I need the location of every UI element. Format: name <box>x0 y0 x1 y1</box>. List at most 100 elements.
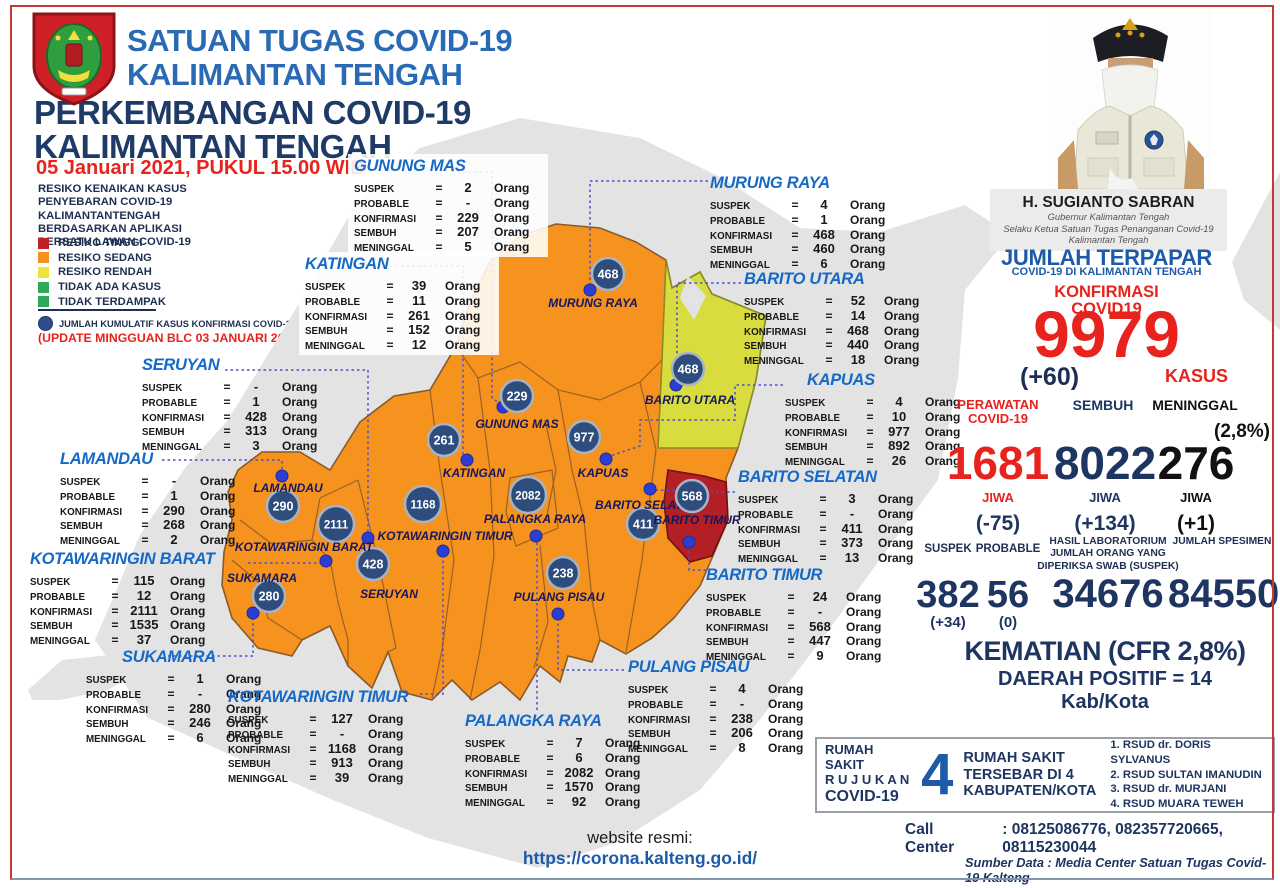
stat-unit: Orang <box>226 731 262 746</box>
hospital-desc-line2: TERSEBAR DI 4 <box>963 766 1074 783</box>
stat-unit: Orang <box>878 521 914 536</box>
governor-title-3: Kalimantan Tengah <box>1068 235 1149 246</box>
region-stat-row: PROBABLE = 14 Orang <box>744 308 932 323</box>
equals-sign: = <box>709 711 717 726</box>
region-stat-row: SUSPEK = 4 Orang <box>785 394 973 409</box>
equals-sign: = <box>223 409 231 424</box>
stat-value: 428 <box>245 408 267 424</box>
probable-delta: (0) <box>998 614 1018 631</box>
meninggal-label: MENINGGAL <box>1152 397 1238 413</box>
equals-sign: = <box>223 439 231 454</box>
stat-value: 127 <box>331 711 353 726</box>
region-stat-row: KONFIRMASI = 1168 Orang <box>228 741 416 756</box>
stat-unit: Orang <box>768 682 804 696</box>
hospital-description: RUMAH SAKIT TERSEBAR DI 4 KABUPATEN/KOTA <box>963 750 1096 800</box>
stat-unit: Orang <box>925 395 961 409</box>
region-stat-row: PROBABLE = - Orang <box>354 195 542 210</box>
equals-sign: = <box>825 294 833 308</box>
region-stat-row: MENINGGAL = 8 Orang <box>628 740 816 755</box>
stat-label: MENINGGAL <box>706 652 766 664</box>
page-title-line2: KALIMANTAN TENGAH <box>34 128 392 166</box>
map-region-label-barito_timur: BARITO TIMUR <box>653 513 740 527</box>
stat-unit: Orang <box>445 308 481 323</box>
equals-sign: = <box>309 726 317 741</box>
equals-sign: = <box>819 521 827 536</box>
equals-sign: = <box>309 741 317 756</box>
stat-value: 229 <box>457 209 479 225</box>
equals-sign: = <box>546 750 554 765</box>
legend-color-swatch <box>38 296 49 308</box>
map-region-label-kotawaringin_barat: KOTAWARINGIN BARAT <box>235 540 375 554</box>
legend-color-swatch <box>38 266 49 278</box>
stat-label: SUSPEK <box>744 297 785 308</box>
stat-value: 14 <box>850 307 866 323</box>
region-stats-seruyan: SERUYAN SUSPEK = - Orang PROBABLE = 1 Or… <box>142 356 330 453</box>
equals-sign: = <box>819 492 827 506</box>
map-region-label-seruyan: SERUYAN <box>360 587 418 601</box>
equals-sign: = <box>866 395 874 409</box>
equals-sign: = <box>141 474 149 488</box>
lab-label: HASIL LABORATORIUM JUMLAH ORANG YANG DIP… <box>1035 536 1181 573</box>
org-title: SATUAN TUGAS COVID-19 KALIMANTAN TENGAH <box>127 23 513 92</box>
stat-value: 13 <box>844 550 860 566</box>
referral-hospital-box: RUMAH SAKIT R U J U K A N COVID-19 4 RUM… <box>815 737 1275 813</box>
equals-sign: = <box>819 536 827 551</box>
stat-label: KONFIRMASI <box>628 714 691 726</box>
stat-unit: Orang <box>200 488 236 503</box>
governor-title-2: Selaku Ketua Satuan Tugas Penanganan Cov… <box>1003 223 1214 234</box>
case-bubble-value-pulang_pisau: 238 <box>553 567 574 581</box>
region-stats-lamandau: LAMANDAU SUSPEK = - Orang PROBABLE = 1 O… <box>60 450 248 547</box>
stat-value: 12 <box>411 337 427 353</box>
region-stat-row: SEMBUH = 1570 Orang <box>465 779 653 794</box>
stat-value: - <box>465 194 471 210</box>
location-dot-sukamara <box>246 606 260 620</box>
map-region-label-sukamara: SUKAMARA <box>227 571 297 585</box>
region-barito-utara <box>657 259 767 449</box>
region-stat-row: SUSPEK = 1 Orang <box>86 671 274 686</box>
map-region-label-pulang_pisau: PULANG PISAU <box>514 590 605 604</box>
region-stat-row: SEMBUH = 246 Orang <box>86 715 274 730</box>
connector-line-barito_selatan <box>648 489 736 493</box>
case-bubble-value-kotawaringin_timur: 1168 <box>411 500 437 512</box>
map-region-label-katingan: KATINGAN <box>443 466 506 480</box>
region-stat-row: SUSPEK = - Orang <box>60 473 248 488</box>
equals-sign: = <box>866 454 874 469</box>
case-bubble-value-lamandau: 290 <box>273 500 294 514</box>
stat-value: 2082 <box>564 764 594 780</box>
case-bubble-value-barito_utara: 468 <box>678 363 699 377</box>
region-stat-row: KONFIRMASI = 290 Orang <box>60 503 248 518</box>
stat-label: PROBABLE <box>305 296 360 308</box>
stat-value: 1 <box>252 393 260 409</box>
location-dot-kapuas <box>599 452 613 466</box>
legend-desc-line: BERSATU LAWAN COVID-19 <box>38 236 191 249</box>
konfirmasi-delta: (+60) <box>1020 363 1080 391</box>
case-bubble-value-katingan: 261 <box>434 434 455 448</box>
stat-unit: Orang <box>170 633 206 648</box>
stat-value: 6 <box>820 256 828 272</box>
stat-unit: Orang <box>768 726 804 741</box>
equals-sign: = <box>167 716 175 731</box>
equals-sign: = <box>866 439 874 454</box>
governor-caption: H. SUGIANTO SABRAN Gubernur Kalimantan T… <box>990 189 1227 251</box>
map-region-label-kapuas: KAPUAS <box>578 466 629 480</box>
stat-unit: Orang <box>226 686 262 701</box>
region-stat-row: SEMBUH = 373 Orang <box>738 535 926 550</box>
region-stat-row: PROBABLE = 12 Orang <box>30 588 218 603</box>
hospital-list-item: 4. RSUD MUARA TEWEH <box>1110 798 1244 811</box>
stat-unit: Orang <box>226 701 262 716</box>
website-url-link[interactable]: https://corona.kalteng.go.id/ <box>522 848 758 868</box>
region-stat-row: MENINGGAL = 12 Orang <box>305 337 493 352</box>
stat-label: PROBABLE <box>710 215 765 227</box>
equals-sign: = <box>167 701 175 716</box>
equals-sign: = <box>141 488 149 503</box>
equals-sign: = <box>709 741 717 756</box>
stat-value: 373 <box>841 535 863 551</box>
stat-value: 447 <box>809 633 831 649</box>
equals-sign: = <box>141 503 149 518</box>
equals-sign: = <box>435 210 443 225</box>
stat-unit: Orang <box>368 726 404 741</box>
region-title: KOTAWARINGIN TIMUR <box>228 688 409 706</box>
region-gap <box>680 276 706 320</box>
region-title: MURUNG RAYA <box>710 174 830 192</box>
stat-unit: Orang <box>200 503 236 518</box>
